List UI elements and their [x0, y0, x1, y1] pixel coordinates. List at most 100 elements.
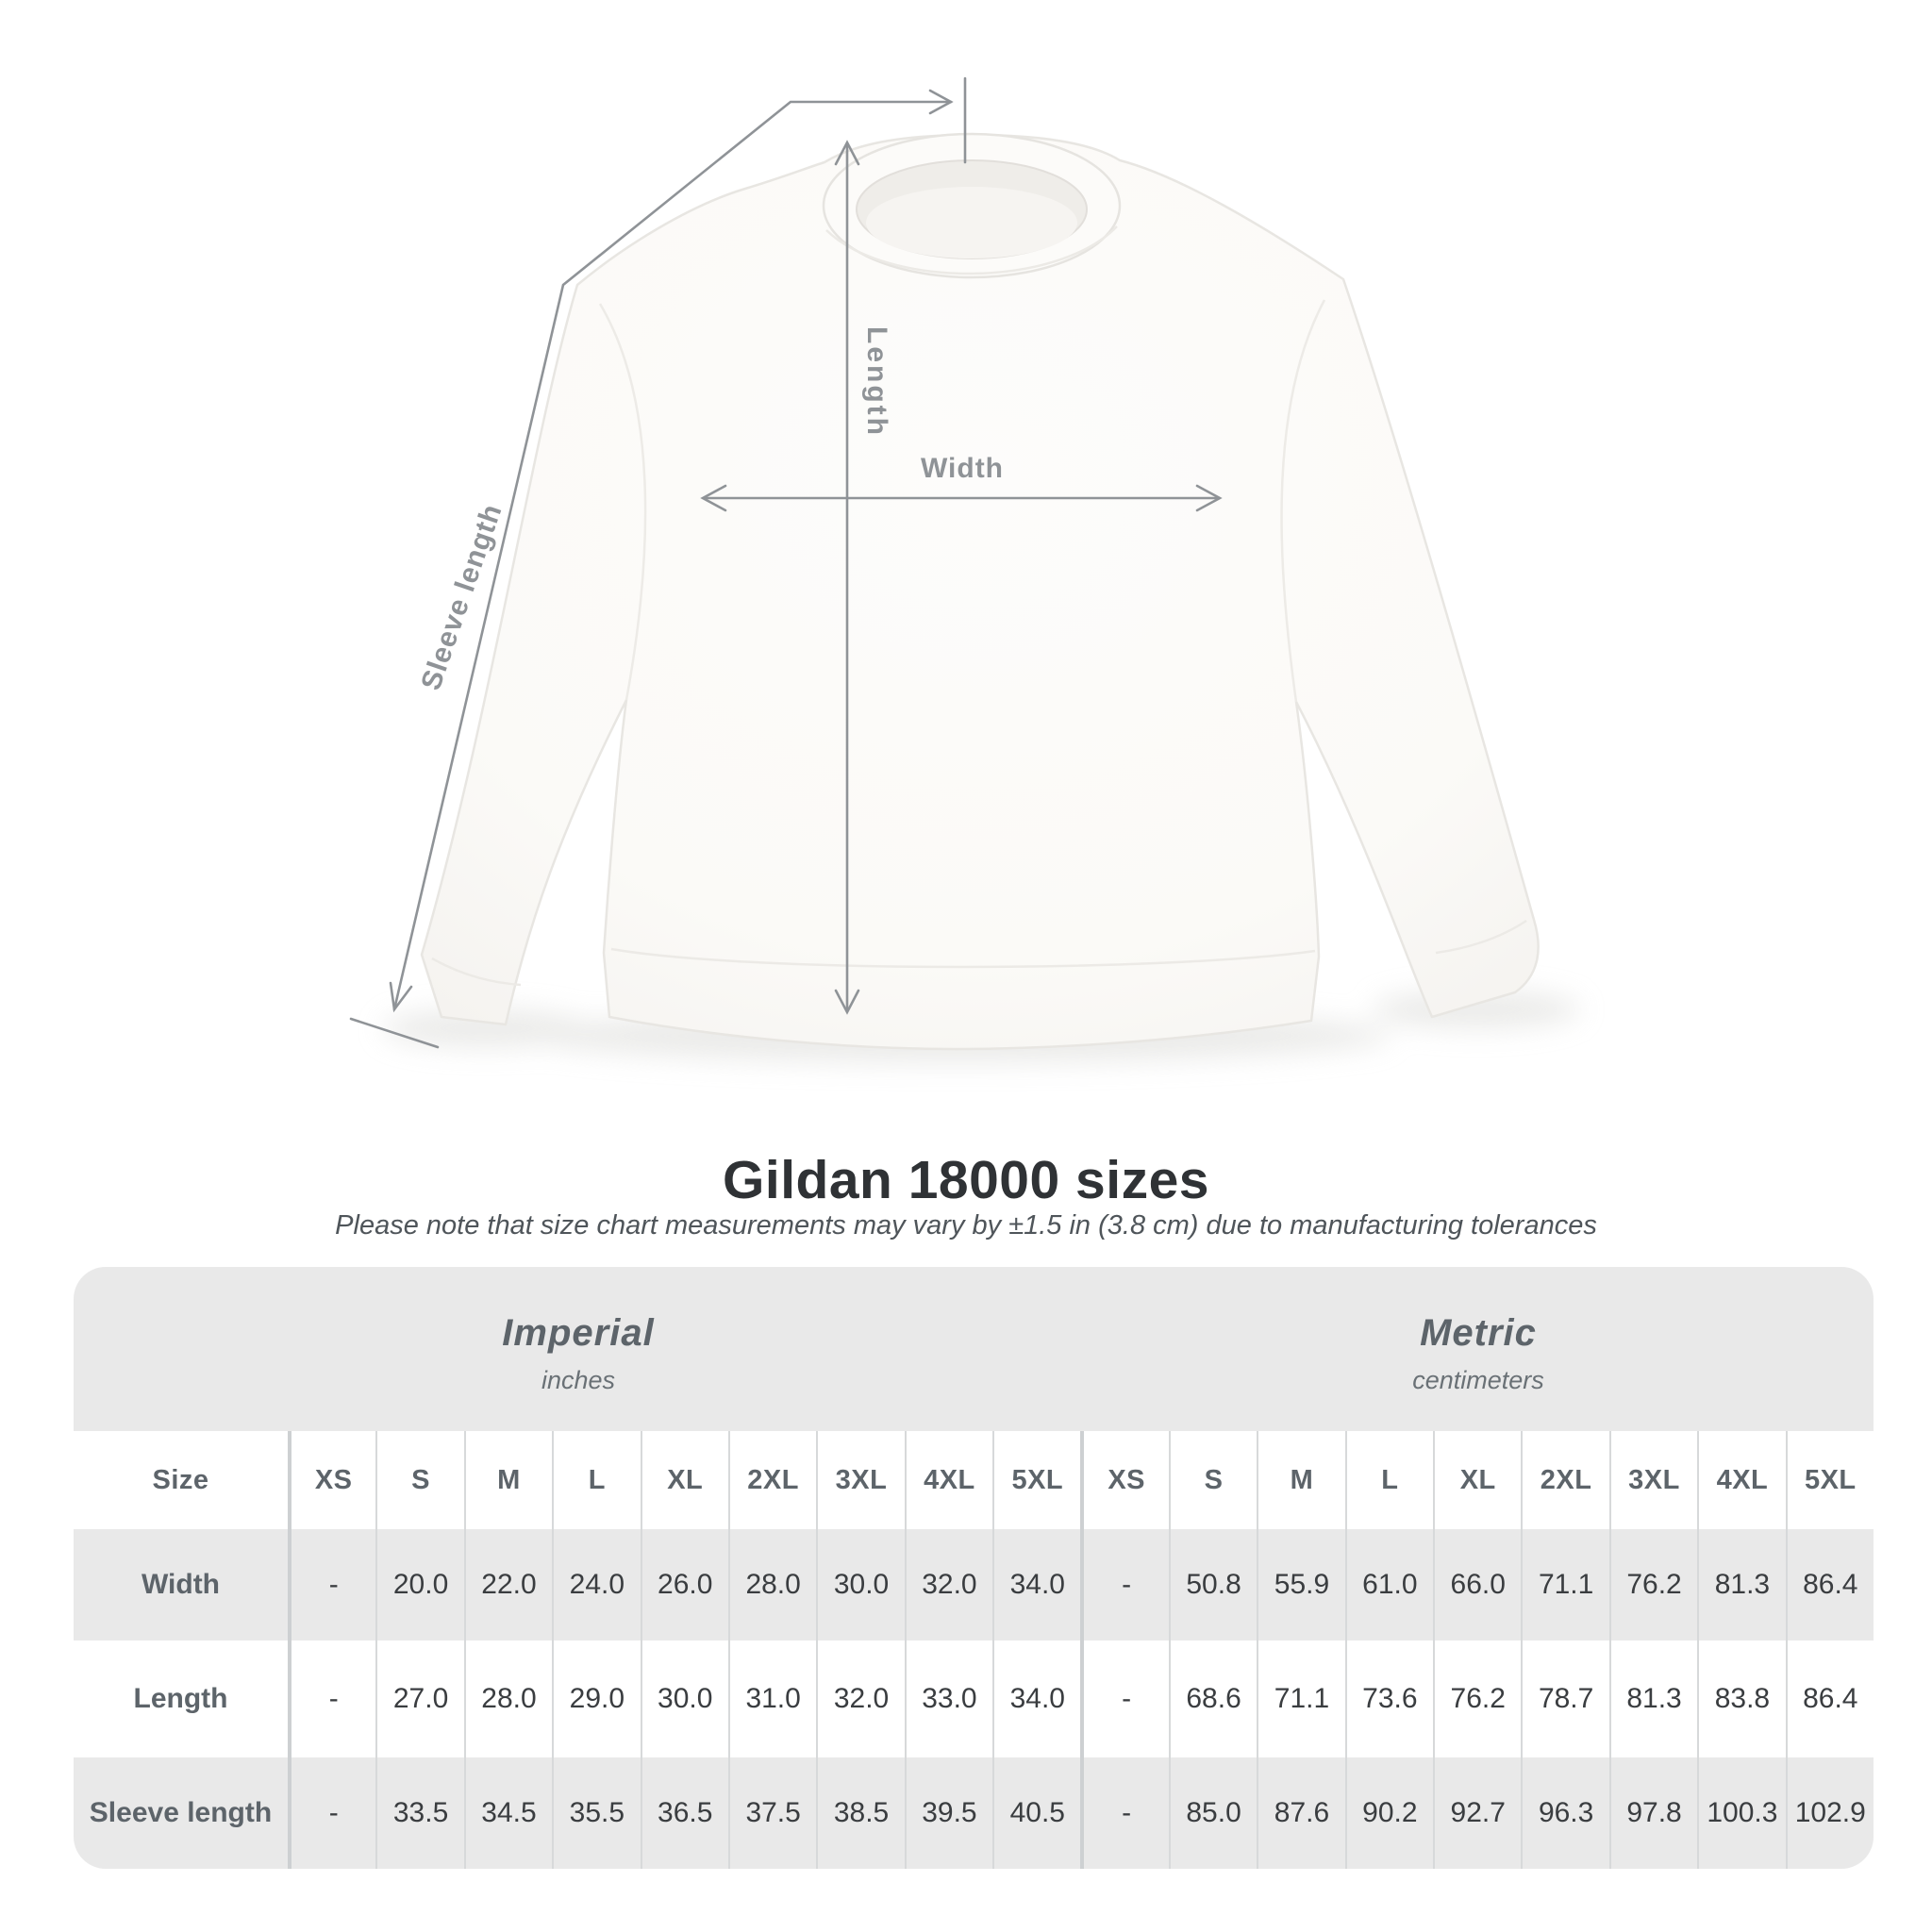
imperial-size-col-2xl: 2XL	[727, 1431, 816, 1529]
value-cell: 85.0	[1168, 1757, 1257, 1869]
value-cell: 34.5	[463, 1757, 552, 1869]
product-photo: Length Width Sleeve length	[349, 76, 1580, 1062]
sleeve-arrow-down	[389, 981, 413, 1013]
value-cell: 76.2	[1608, 1529, 1697, 1641]
value-cell: 78.7	[1521, 1641, 1608, 1757]
value-cell: 35.5	[552, 1757, 640, 1869]
width-arrow-right	[1195, 484, 1223, 512]
metric-size-col-3xl: 3XL	[1608, 1431, 1697, 1529]
value-cell: 20.0	[375, 1529, 463, 1641]
value-cell: 76.2	[1433, 1641, 1521, 1757]
left-armhole-seam	[598, 303, 647, 701]
value-cell: 102.9	[1785, 1757, 1874, 1869]
value-cell: 34.0	[992, 1529, 1080, 1641]
value-cell: 27.0	[375, 1641, 463, 1757]
value-cell: 81.3	[1608, 1641, 1697, 1757]
value-cell: 30.0	[816, 1529, 904, 1641]
value-cell: 22.0	[463, 1529, 552, 1641]
value-cell: 86.4	[1785, 1529, 1874, 1641]
width-dimension-label: Width	[920, 453, 1005, 484]
value-cell: -	[1080, 1529, 1168, 1641]
sweatshirt-illustration	[420, 132, 1540, 1051]
sweatshirt-silhouette	[420, 133, 1540, 1051]
imperial-unit: inches	[541, 1366, 616, 1394]
units-header-row: Imperial inches Metric centimeters	[74, 1267, 1874, 1431]
value-cell: 28.0	[727, 1529, 816, 1641]
imperial-size-col-xl: XL	[640, 1431, 728, 1529]
collar-seam	[825, 225, 1118, 275]
size-header-row: Size XS S M L XL 2XL 3XL 4XL 5XL XS S M …	[74, 1431, 1874, 1529]
value-cell: -	[1080, 1757, 1168, 1869]
value-cell: 31.0	[727, 1641, 816, 1757]
value-cell: 33.5	[375, 1757, 463, 1869]
value-cell: 87.6	[1257, 1757, 1344, 1869]
value-cell: 100.3	[1697, 1757, 1785, 1869]
row-label-cell: Width	[141, 1569, 221, 1600]
value-cell: 28.0	[463, 1641, 552, 1757]
imperial-size-col-4xl: 4XL	[904, 1431, 992, 1529]
tolerance-note: Please note that size chart measurements…	[335, 1210, 1597, 1241]
value-cell: 90.2	[1344, 1757, 1433, 1869]
metric-size-col-l: L	[1344, 1431, 1433, 1529]
value-cell: 37.5	[727, 1757, 816, 1869]
value-cell: 33.0	[904, 1641, 992, 1757]
imperial-size-col-5xl: 5XL	[992, 1431, 1080, 1529]
value-cell: 81.3	[1697, 1529, 1785, 1641]
metric-title: Metric	[1420, 1312, 1537, 1354]
sweatshirt-diagram	[349, 76, 1580, 1062]
length-dimension-label: Length	[861, 326, 892, 438]
metric-size-col-m: M	[1257, 1431, 1344, 1529]
metric-size-col-s: S	[1168, 1431, 1257, 1529]
hem-band-seam	[610, 947, 1316, 969]
value-cell: 40.5	[992, 1757, 1080, 1869]
right-cuff-seam	[1435, 919, 1527, 955]
value-cell: 71.1	[1521, 1529, 1608, 1641]
width-dimension-line	[700, 484, 1223, 512]
row-label-cell: Length	[133, 1683, 228, 1714]
value-cell: 83.8	[1697, 1641, 1785, 1757]
size-table: Imperial inches Metric centimeters Size …	[74, 1267, 1874, 1869]
length-arrow-down	[834, 989, 860, 1015]
metric-size-col-5xl: 5XL	[1785, 1431, 1874, 1529]
page-title: Gildan 18000 sizes	[723, 1150, 1209, 1210]
metric-size-col-2xl: 2XL	[1521, 1431, 1608, 1529]
value-cell: -	[288, 1529, 375, 1641]
value-cell: 55.9	[1257, 1529, 1344, 1641]
value-cell: 32.0	[904, 1529, 992, 1641]
value-cell: 50.8	[1168, 1529, 1257, 1641]
sleeve-arrow-right	[928, 89, 954, 115]
metric-size-col-xl: XL	[1433, 1431, 1521, 1529]
value-cell: 36.5	[640, 1757, 728, 1869]
table-row-sleeve-length: Sleeve length - 33.5 34.5 35.5 36.5 37.5…	[74, 1757, 1874, 1869]
value-cell: 30.0	[640, 1641, 728, 1757]
imperial-size-col-l: L	[552, 1431, 640, 1529]
imperial-size-col-xs: XS	[288, 1431, 375, 1529]
value-cell: 61.0	[1344, 1529, 1433, 1641]
value-cell: 73.6	[1344, 1641, 1433, 1757]
value-cell: -	[1080, 1641, 1168, 1757]
value-cell: 32.0	[816, 1641, 904, 1757]
length-dimension-line	[834, 140, 860, 1015]
value-cell: 34.0	[992, 1641, 1080, 1757]
value-cell: 26.0	[640, 1529, 728, 1641]
length-arrow-up	[834, 140, 860, 166]
value-cell: 38.5	[816, 1757, 904, 1869]
value-cell: 96.3	[1521, 1757, 1608, 1869]
row-label-cell: Sleeve length	[89, 1797, 273, 1828]
right-armhole-seam	[1280, 299, 1326, 703]
imperial-section-header: Imperial inches	[74, 1267, 1083, 1431]
metric-unit: centimeters	[1412, 1366, 1544, 1394]
value-cell: 92.7	[1433, 1757, 1521, 1869]
value-cell: 68.6	[1168, 1641, 1257, 1757]
dimension-lines	[349, 76, 1223, 1049]
sleeve-dimension-line	[392, 100, 953, 1011]
value-cell: 97.8	[1608, 1757, 1697, 1869]
size-header-cell: Size	[152, 1464, 209, 1495]
left-cuff-seam	[431, 957, 522, 987]
imperial-size-col-m: M	[463, 1431, 552, 1529]
value-cell: 24.0	[552, 1529, 640, 1641]
width-arrow-left	[700, 484, 727, 512]
value-cell: 66.0	[1433, 1529, 1521, 1641]
imperial-size-col-3xl: 3XL	[816, 1431, 904, 1529]
